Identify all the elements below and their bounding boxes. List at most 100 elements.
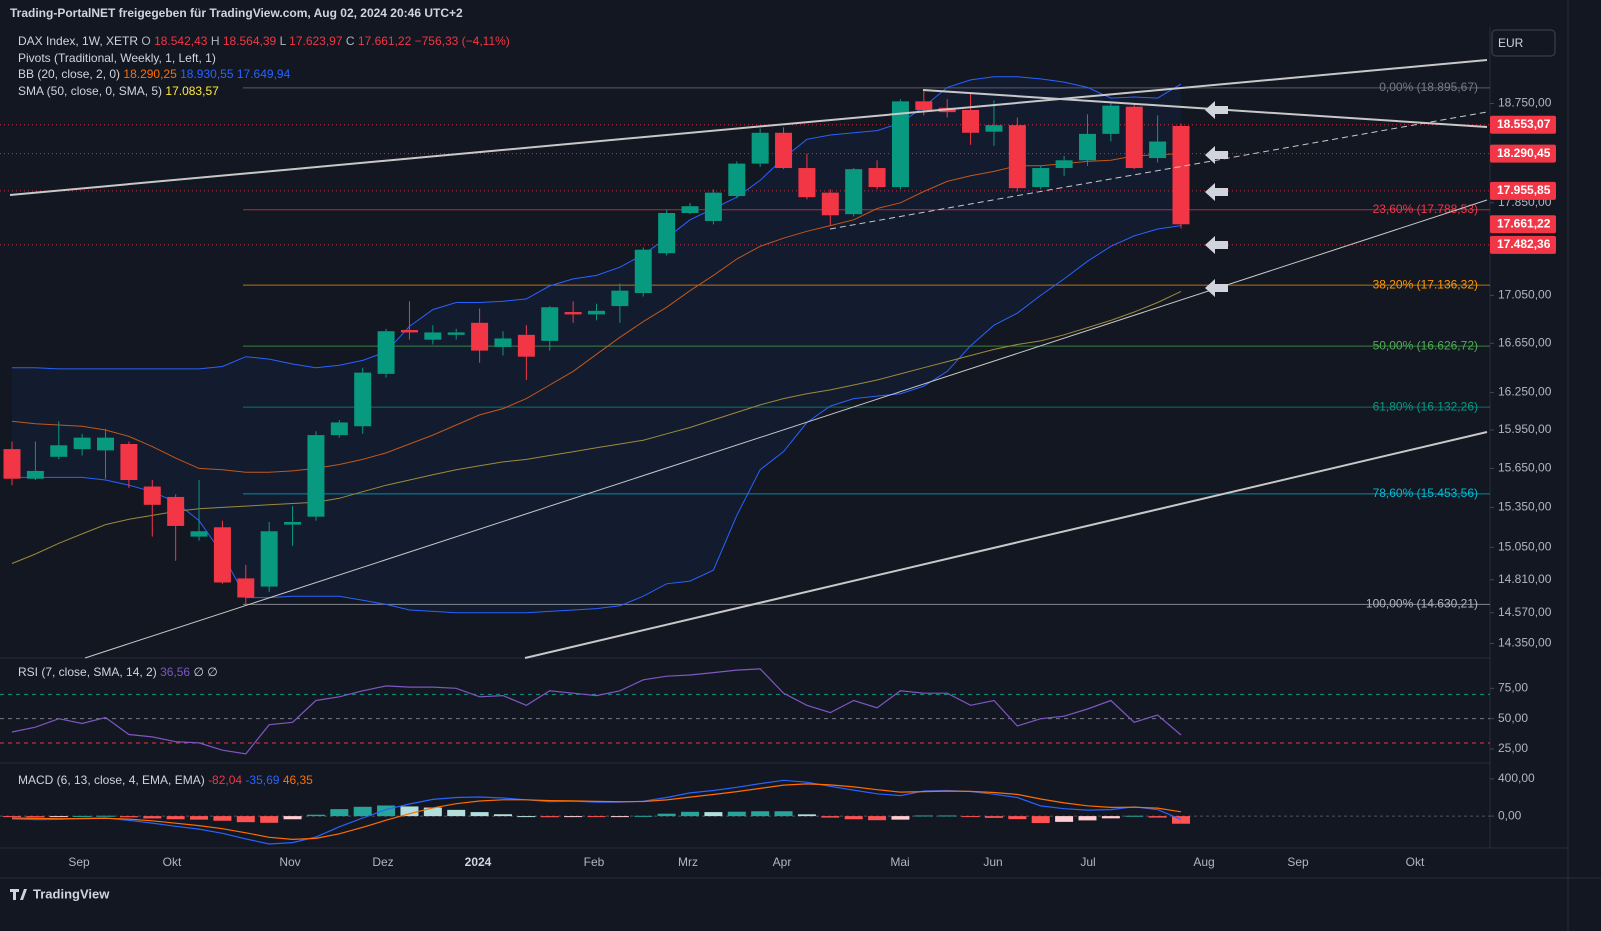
candle-body	[330, 422, 348, 436]
candle-body	[985, 125, 1003, 132]
x-tick-label: Okt	[163, 855, 182, 869]
macd-histogram-bar	[26, 816, 45, 818]
macd-histogram-bar	[610, 816, 629, 818]
price-badge-label: 18.553,07	[1497, 117, 1551, 131]
candle-body	[26, 470, 44, 479]
candle-body	[3, 449, 21, 479]
bb-upper: 18.930,55	[180, 67, 234, 81]
candle-body	[775, 132, 793, 169]
candle-body	[821, 192, 839, 216]
macd-histogram-bar	[984, 816, 1003, 818]
ohlc-value: 17.661,22	[357, 34, 412, 48]
candle-body	[1125, 106, 1143, 169]
macd-line	[11, 779, 1182, 845]
candle-body	[541, 307, 559, 341]
macd-histogram-bar	[1125, 815, 1144, 817]
ohlc-key: C	[345, 34, 355, 48]
price-badge	[1490, 181, 1556, 200]
candle-body	[213, 527, 231, 583]
candle-body	[494, 338, 512, 347]
candle-body	[588, 310, 605, 315]
price-badge-label: 17.955,85	[1497, 183, 1551, 197]
fib-label: 100,00% (14.630,21)	[1366, 597, 1478, 611]
macd-histogram-bar	[587, 816, 606, 818]
macd-histogram-bar	[517, 816, 536, 818]
bb-name: BB (20, close, 2, 0)	[18, 67, 121, 81]
legend-bb: BB (20, close, 2, 0) 18.290,25 18.930,55…	[18, 66, 290, 82]
x-tick-label: Mai	[890, 855, 909, 869]
ohlc-key: O	[141, 34, 151, 48]
price-badge	[1490, 144, 1556, 163]
ohlc-value: 18.564,39	[222, 34, 277, 48]
candle-body	[868, 168, 886, 188]
macd-histogram-bar	[1172, 816, 1190, 824]
ohlc-value: 18.542,43	[154, 34, 208, 48]
macd-histogram-bar	[423, 807, 442, 817]
candle-body	[307, 435, 325, 517]
y-tick-label: 14.350,00	[1498, 636, 1552, 650]
macd-histogram-bar	[400, 806, 419, 817]
y-tick-label: 50,00	[1498, 711, 1528, 725]
candle-body	[798, 168, 816, 198]
y-tick-label: 15.650,00	[1498, 461, 1552, 475]
macd-histogram-bar	[470, 812, 489, 817]
candle-body	[611, 290, 629, 307]
macd-histogram-bar	[891, 816, 910, 820]
arrow	[1205, 183, 1228, 201]
candle-body	[284, 521, 302, 525]
candle-body	[167, 496, 185, 526]
legend-macd: MACD (6, 13, close, 4, EMA, EMA) -82,04 …	[18, 772, 313, 788]
macd-histogram-bar	[353, 806, 372, 817]
price-badge-label: 17.482,36	[1497, 237, 1551, 251]
macd-histogram-bar	[727, 811, 746, 817]
price-badge-label: 17.661,22	[1497, 216, 1551, 230]
macd-histogram-bar	[49, 816, 68, 818]
macd-histogram-bar	[868, 816, 887, 821]
sma-value: 17.083,57	[165, 84, 219, 98]
macd-histogram-bar	[821, 816, 840, 818]
rsi-line	[11, 668, 1182, 755]
trend-line	[84, 199, 1488, 659]
y-tick-label: 400,00	[1498, 771, 1535, 785]
macd-value: -35,69	[245, 773, 280, 787]
macd-histogram-bar	[493, 814, 512, 817]
trend-line	[829, 111, 1488, 230]
macd-histogram-bar	[236, 816, 255, 823]
macd-histogram-bar	[260, 816, 279, 823]
price-badge	[1490, 235, 1556, 254]
bb-lower: 17.649,94	[236, 67, 291, 81]
fib-label: 50,00% (16.626,72)	[1373, 338, 1478, 352]
currency-box[interactable]	[1491, 29, 1556, 57]
axes: 18.750,0017.850,0017.050,0016.650,0016.2…	[68, 96, 1556, 869]
change: −756,33 (−4,11%)	[414, 34, 510, 48]
macd-histogram-bar	[938, 815, 957, 817]
macd-histogram-bar	[96, 815, 115, 817]
macd-histogram-bar	[844, 816, 863, 820]
indicator-line	[12, 76, 1182, 370]
x-tick-label: Sep	[68, 855, 90, 869]
y-tick-label: 15.050,00	[1498, 539, 1552, 553]
macd-histogram-bar	[143, 816, 162, 819]
macd-histogram-bar	[1031, 816, 1050, 823]
candle-body	[1102, 105, 1120, 134]
y-tick-label: 15.950,00	[1498, 422, 1552, 436]
macd-histogram-bar	[564, 816, 583, 818]
price-badge-label: 18.290,45	[1497, 146, 1551, 160]
candle-body	[728, 163, 746, 197]
candle-body	[1172, 125, 1190, 225]
macd-histogram-bar	[447, 809, 466, 817]
x-tick-label: Aug	[1193, 855, 1214, 869]
legend-sma: SMA (50, close, 0, SMA, 5) 17.083,57	[18, 83, 219, 99]
x-tick-label: Jun	[983, 855, 1002, 869]
brand: TradingView	[33, 886, 110, 901]
x-tick-label: Feb	[584, 855, 605, 869]
arrows	[1205, 101, 1228, 297]
candle-body	[354, 372, 372, 427]
candle-body	[915, 101, 933, 110]
candle-body	[424, 332, 442, 340]
macd-histogram-bar	[704, 812, 723, 817]
arrow	[1205, 279, 1228, 297]
y-tick-label: 15.350,00	[1498, 500, 1552, 514]
